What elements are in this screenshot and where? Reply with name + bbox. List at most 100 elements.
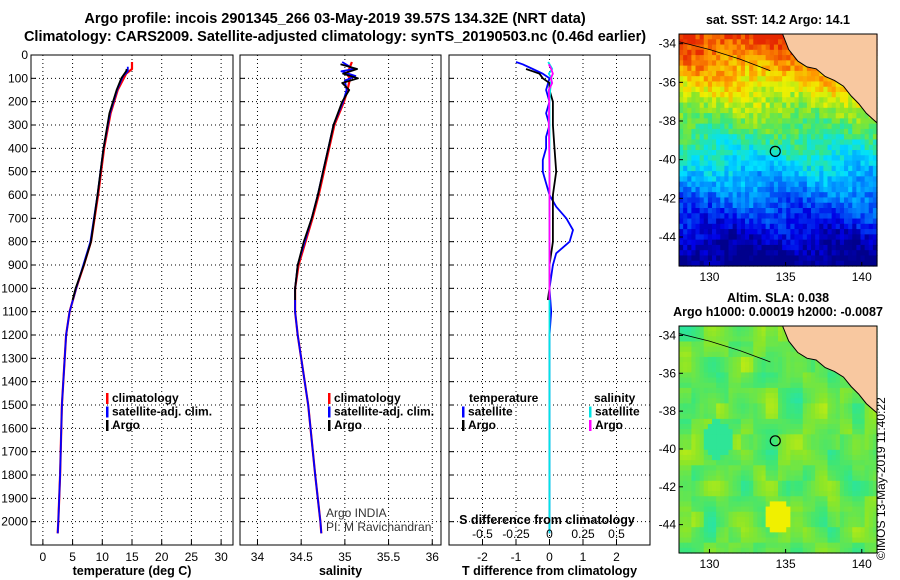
title-line-1: Argo profile: incois 2901345_266 03-May-… (84, 11, 586, 27)
land-australia (781, 325, 878, 415)
difference-panel (448, 54, 651, 546)
y-tick-label: 1400 (1, 375, 28, 389)
x-tick-label: 35.5 (377, 550, 401, 564)
x2-tick-label: 0.25 (571, 527, 595, 541)
y-tick-label: 1600 (1, 421, 28, 435)
x2-tick-label: -0.5 (472, 527, 493, 541)
legend-swatch (328, 393, 331, 404)
series-climatology (294, 61, 353, 534)
map-y-tick-label: -34 (659, 37, 677, 51)
argo-float-marker (769, 145, 781, 157)
y-tick-label: 1200 (1, 328, 28, 342)
map-y-tick-label: -36 (659, 366, 677, 380)
map-x-tick-label: 140 (852, 557, 872, 571)
legend-swatch (462, 406, 465, 418)
x-tick-label: 2 (613, 550, 620, 564)
legend-entry: Argo (468, 418, 496, 432)
x-tick-label: 35 (338, 550, 352, 564)
x-tick-label: 10 (96, 550, 110, 564)
x-tick-label: 34.5 (289, 550, 313, 564)
legend-entry: Argo (112, 418, 140, 432)
title-line-2: Climatology: CARS2009. Satellite-adjuste… (23, 29, 647, 45)
x-tick-label: 0 (546, 550, 553, 564)
sst-map (678, 33, 878, 267)
legend-swatch (328, 420, 331, 431)
x-tick-label: 34 (251, 550, 265, 564)
note-program: Argo INDIA (326, 506, 387, 520)
sla-map-subtitle: Argo h1000: 0.00019 h2000: -0.0087 (673, 305, 883, 319)
x-tick-label: 25 (185, 550, 199, 564)
legend-swatch (462, 420, 465, 431)
x2-tick-label: 0 (546, 527, 553, 541)
x-axis-label: T difference from climatology (462, 564, 637, 578)
x-axis-label-secondary: S difference from climatology (459, 513, 635, 527)
map-frame (678, 325, 878, 554)
x-tick-label: 20 (155, 550, 169, 564)
x-tick-label: 5 (69, 550, 76, 564)
y-tick-label: 100 (8, 71, 28, 85)
y-tick-label: 1800 (1, 468, 28, 482)
map-y-tick-label: -38 (659, 114, 677, 128)
y-tick-label: 500 (8, 165, 28, 179)
map-x-tick-label: 135 (776, 557, 796, 571)
map-frame (678, 33, 878, 267)
sla-map-title: Altim. SLA: 0.038 (727, 291, 829, 305)
argo-float-marker (769, 435, 781, 447)
map-y-tick-label: -40 (659, 153, 677, 167)
y-tick-label: 1300 (1, 351, 28, 365)
x-tick-label: 30 (214, 550, 228, 564)
salinity-panel (239, 54, 442, 546)
series-argo (294, 63, 359, 300)
y-tick-label: 2000 (1, 515, 28, 529)
sst-map-title: sat. SST: 14.2 Argo: 14.1 (706, 13, 850, 27)
salinity-frame (239, 54, 442, 546)
series-satellite-adj-clim- (56, 66, 129, 534)
series-temperature-argo (525, 68, 558, 301)
legend-entry: Argo (334, 418, 362, 432)
x-tick-label: -1 (511, 550, 522, 564)
x-tick-label: 36 (426, 550, 440, 564)
map-x-tick-label: 135 (776, 270, 796, 284)
series-satellite-adj-clim- (294, 61, 357, 534)
y-tick-label: 600 (8, 188, 28, 202)
y-tick-label: 1100 (2, 305, 28, 319)
legend-entry: climatology (334, 391, 401, 405)
y-tick-label: 200 (8, 95, 28, 109)
x-axis-label: temperature (deg C) (73, 564, 192, 578)
legend-heading-salinity: salinity (594, 391, 636, 405)
legend-swatch (106, 406, 109, 418)
map-y-tick-label: -40 (659, 442, 677, 456)
legend-swatch (106, 393, 109, 404)
series-temperature-satellite (515, 61, 574, 534)
legend-entry: satellite (468, 405, 513, 419)
map-y-tick-label: -44 (659, 518, 677, 532)
legend-entry: satellite (595, 405, 640, 419)
y-tick-label: 1500 (1, 398, 28, 412)
legend-entry: Argo (595, 418, 623, 432)
y-tick-label: 900 (8, 258, 28, 272)
y-tick-label: 300 (8, 118, 28, 132)
note-pi: PI: M Ravichandran (326, 520, 431, 534)
legend-swatch (589, 406, 592, 418)
map-x-tick-label: 130 (699, 557, 719, 571)
y-tick-label: 1900 (1, 491, 28, 505)
y-tick-label: 400 (8, 141, 28, 155)
y-tick-label: 1000 (1, 281, 28, 295)
shelf-contour (678, 41, 771, 72)
legend-swatch (106, 420, 109, 431)
series-salinity-argo (547, 63, 554, 300)
series-climatology (56, 62, 134, 534)
map-y-tick-label: -38 (659, 404, 677, 418)
x-tick-label: -2 (477, 550, 488, 564)
map-y-tick-label: -34 (659, 328, 677, 342)
y-tick-label: 1700 (1, 445, 28, 459)
legend-swatch (328, 406, 331, 418)
map-y-tick-label: -42 (659, 480, 677, 494)
x-axis-label: salinity (319, 564, 362, 578)
shelf-contour (678, 333, 771, 363)
sla-map (678, 325, 878, 554)
map-y-tick-label: -42 (659, 191, 677, 205)
x-tick-label: 1 (580, 550, 587, 564)
x-tick-label: 15 (125, 550, 139, 564)
imos-timestamp: ©IMOS 13-May-2019 11:40:22 (874, 397, 888, 560)
